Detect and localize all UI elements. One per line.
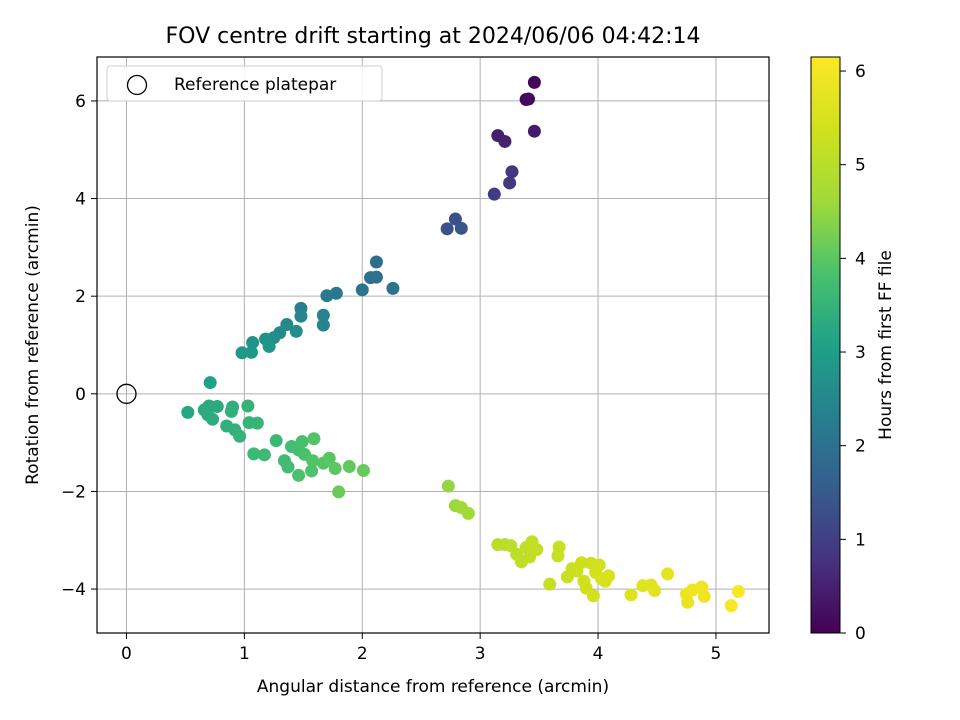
data-point — [316, 308, 330, 322]
data-point — [441, 479, 455, 493]
data-point — [530, 543, 544, 557]
data-point — [648, 584, 662, 598]
plot-area: 0 1 2 3 4 5 −4 −2 0 2 4 6 — [61, 56, 770, 664]
data-point — [521, 92, 535, 106]
data-point — [224, 404, 238, 418]
data-point — [543, 577, 557, 591]
data-point — [386, 281, 400, 295]
data-point — [369, 270, 383, 284]
data-point — [503, 176, 517, 190]
data-point — [328, 461, 342, 475]
data-point — [244, 345, 258, 359]
data-point — [355, 283, 369, 297]
data-point — [551, 549, 565, 563]
plot-frame — [96, 56, 770, 634]
data-point — [624, 588, 638, 602]
data-point — [487, 187, 501, 201]
reference-point — [116, 383, 137, 404]
legend-entry-reference: Reference platepar — [174, 75, 336, 95]
colorbar-tick-label: 1 — [855, 530, 866, 550]
data-point — [697, 589, 711, 603]
colorbar: 0 1 2 3 4 5 6 Hours from first FF file — [810, 56, 896, 644]
data-point — [294, 309, 308, 323]
data-point — [448, 212, 462, 226]
legend-marker-icon — [126, 74, 148, 96]
data-point — [575, 556, 589, 570]
chart-title: FOV centre drift starting at 2024/06/06 … — [166, 24, 701, 49]
colorbar-tick-label: 4 — [855, 249, 866, 269]
data-point — [233, 429, 247, 443]
x-axis-label: Angular distance from reference (arcmin) — [257, 677, 609, 697]
colorbar-tick-label: 5 — [855, 156, 866, 176]
data-point — [295, 435, 309, 449]
data-point — [592, 558, 606, 572]
data-point — [498, 134, 512, 148]
colorbar-label: Hours from first FF file — [876, 250, 896, 440]
y-tick-label: 0 — [75, 385, 86, 405]
data-point — [505, 165, 519, 179]
colorbar-gradient — [810, 56, 841, 634]
x-tick-label: 5 — [711, 644, 722, 664]
x-tick-label: 0 — [121, 644, 132, 664]
data-point — [461, 506, 475, 520]
data-point — [250, 416, 264, 430]
colorbar-tick-label: 0 — [855, 624, 866, 644]
data-point — [369, 255, 383, 269]
data-point — [307, 432, 321, 446]
colorbar-tick-label: 6 — [855, 62, 866, 82]
data-point — [247, 447, 261, 461]
y-tick-label: 4 — [75, 190, 86, 210]
data-point — [210, 400, 224, 414]
y-axis-label: Rotation from reference (arcmin) — [23, 205, 43, 485]
data-point — [281, 460, 295, 474]
x-tick-label: 3 — [475, 644, 486, 664]
data-point — [724, 599, 738, 613]
data-point — [661, 567, 675, 581]
data-point — [320, 289, 334, 303]
data-point — [332, 485, 346, 499]
data-point — [206, 412, 220, 426]
data-points — [181, 75, 745, 613]
data-point — [440, 222, 454, 236]
x-axis-ticks: 0 1 2 3 4 5 — [121, 633, 721, 664]
data-point — [292, 468, 306, 482]
data-point — [306, 454, 320, 468]
data-point — [356, 463, 370, 477]
y-axis-ticks: −4 −2 0 2 4 6 — [61, 92, 97, 600]
data-point — [269, 434, 283, 448]
x-tick-label: 4 — [593, 644, 604, 664]
data-point — [246, 336, 260, 350]
legend-box — [106, 65, 383, 102]
legend: Reference platepar — [106, 65, 383, 102]
reference-marker — [116, 383, 137, 404]
data-point — [262, 339, 276, 353]
colorbar-tick-label: 3 — [855, 343, 866, 363]
data-point — [586, 589, 600, 603]
data-point — [235, 346, 249, 360]
x-tick-label: 1 — [239, 644, 250, 664]
y-tick-label: −4 — [61, 580, 86, 600]
data-point — [181, 405, 195, 419]
data-point — [289, 324, 303, 338]
data-point — [305, 464, 319, 478]
data-point — [203, 376, 217, 390]
data-point — [527, 124, 541, 138]
data-point — [602, 569, 616, 583]
y-tick-label: 2 — [75, 287, 86, 307]
data-point — [454, 221, 468, 235]
data-point — [322, 451, 336, 465]
colorbar-ticks: 0 1 2 3 4 5 6 — [840, 62, 866, 644]
data-point — [257, 448, 271, 462]
data-point — [342, 460, 356, 474]
data-point — [316, 318, 330, 332]
y-tick-label: −2 — [61, 482, 86, 502]
gridlines — [97, 57, 769, 633]
x-tick-label: 2 — [357, 644, 368, 664]
data-point — [527, 75, 541, 89]
colorbar-tick-label: 2 — [855, 437, 866, 457]
data-point — [731, 585, 745, 599]
y-tick-label: 6 — [75, 92, 86, 112]
data-point — [241, 399, 255, 413]
